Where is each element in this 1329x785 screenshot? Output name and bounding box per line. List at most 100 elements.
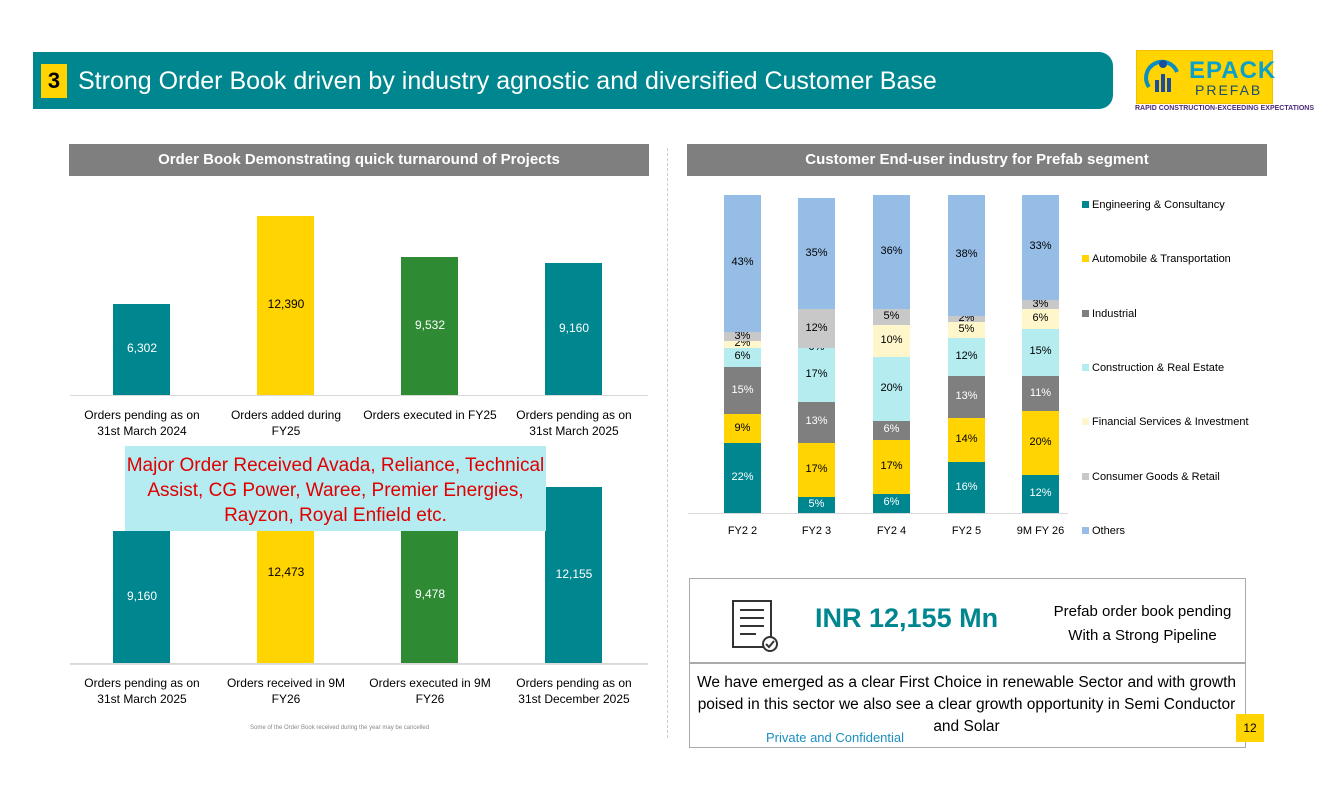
stack-segment (798, 347, 835, 402)
order-bar (257, 215, 314, 395)
major-orders-callout: Major Order Received Avada, Reliance, Te… (125, 446, 546, 531)
bar-value: 9,160 (126, 588, 158, 603)
stack-segment (724, 331, 761, 342)
segment-label: 17% (805, 367, 828, 380)
segment-label: 20% (880, 381, 903, 394)
segment-label: 12% (955, 350, 978, 363)
legend-item: Consumer Goods & Retail (1082, 471, 1220, 483)
segment-label: 3% (1032, 297, 1049, 310)
bar-category: Orders received in 9M FY26 (226, 676, 346, 706)
stack-segment (948, 322, 985, 339)
divider (70, 664, 648, 665)
stack-segment (873, 309, 910, 326)
logo-tagline: RAPID CONSTRUCTION-EXCEEDING EXPECTATION… (1135, 105, 1315, 112)
order-bar (113, 530, 170, 663)
stack-segment (873, 195, 910, 310)
stack-segment (724, 414, 761, 444)
order-bar (545, 262, 602, 395)
segment-label: 33% (1029, 240, 1052, 253)
legend-swatch (1082, 526, 1089, 534)
segment-label: 13% (955, 389, 978, 402)
segment-label: 6% (883, 496, 900, 509)
segment-label: 6% (734, 350, 751, 363)
bar-value: 12,473 (267, 564, 305, 579)
stack-segment (1022, 299, 1059, 310)
industry-chart-title: Customer End-user industry for Prefab se… (687, 144, 1267, 176)
legend-swatch (1082, 472, 1089, 480)
stack-segment (724, 341, 761, 348)
stack-segment (948, 195, 985, 316)
stack-segment (873, 325, 910, 358)
desc-line-2: With a Strong Pipeline (1068, 627, 1217, 644)
bar-value: 6,302 (126, 341, 158, 356)
legend-item: Financial Services & Investment (1082, 416, 1249, 428)
category-label: FY2 2 (727, 525, 758, 537)
bar-category: Orders executed in 9M FY26 (369, 676, 491, 706)
bar-value: 9,160 (558, 320, 590, 335)
axis-line (70, 663, 648, 664)
segment-label: 15% (731, 383, 754, 396)
segment-label: 38% (955, 248, 978, 261)
stack-segment (1022, 328, 1059, 377)
legend-item: Others (1082, 525, 1125, 537)
axis-line (70, 395, 648, 396)
legend-label: Engineering & Consultancy (1092, 199, 1225, 211)
segment-label: 43% (731, 256, 754, 269)
segment-label: 5% (883, 310, 900, 323)
bar-category: Orders added during FY25 (230, 408, 342, 438)
legend-label: Construction & Real Estate (1092, 361, 1225, 374)
stack-segment (873, 493, 910, 513)
segment-label: 5% (808, 498, 825, 511)
bar-category: Orders pending as on 31st March 2025 (84, 676, 200, 706)
segment-label: 9% (734, 421, 751, 434)
legend-swatch (1082, 363, 1089, 371)
stack-segment (873, 357, 910, 421)
statement-box (689, 662, 1246, 748)
desc-line-1: Prefab order book pending (1053, 603, 1232, 620)
legend-swatch (1082, 201, 1089, 208)
segment-label: 11% (1029, 386, 1052, 399)
bar-category: Orders pending as on 31st December 2025 (516, 676, 632, 706)
divider (667, 148, 668, 738)
segment-label: 16% (955, 480, 978, 493)
segment-label: 6% (1032, 312, 1049, 325)
stack-segment (724, 443, 761, 513)
legend-swatch (1082, 309, 1089, 317)
legend-swatch (1082, 418, 1089, 426)
segment-label: 5% (958, 323, 975, 336)
category-label: FY2 4 (876, 525, 907, 537)
order-bar (545, 487, 602, 663)
segment-label: 20% (1029, 436, 1052, 449)
order-bar (401, 526, 458, 663)
stack-segment (1022, 195, 1059, 300)
page-number: 12 (1236, 714, 1264, 742)
segment-label: 12% (1029, 486, 1052, 499)
bar-category: Orders pending as on 31st March 2024 (84, 408, 200, 438)
stack-segment (724, 366, 761, 415)
bar-category: Orders executed in FY25 (363, 408, 497, 422)
info-box (689, 578, 1246, 664)
order-bar (401, 257, 458, 395)
category-label: FY2 3 (801, 525, 832, 537)
stack-segment (798, 198, 835, 310)
stack-segment (1022, 474, 1059, 513)
order-book-desc: Prefab order book pending With a Strong P… (1030, 600, 1255, 648)
segment-label: 12% (805, 321, 828, 334)
segment-label: 10% (880, 334, 903, 347)
checklist-icon (732, 600, 778, 652)
legend-label: Consumer Goods & Retail (1092, 470, 1220, 483)
legend-item: Industrial (1082, 308, 1137, 320)
category-label: 9M FY 26 (1016, 525, 1065, 537)
category-label: FY2 5 (951, 525, 982, 537)
order-book-amount: INR 12,155 Mn (815, 603, 999, 633)
legend-item: Engineering & Consultancy (1082, 199, 1225, 211)
legend-label: Financial Services & Investment (1092, 416, 1249, 429)
logo: EPACK PREFAB (1136, 50, 1275, 104)
segment-label: 17% (880, 459, 903, 472)
stack-segment (1022, 376, 1059, 412)
stack-segment (873, 420, 910, 440)
slide-title: Strong Order Book driven by industry agn… (78, 67, 937, 95)
axis-line (688, 513, 1068, 514)
stack-segment (798, 309, 835, 348)
